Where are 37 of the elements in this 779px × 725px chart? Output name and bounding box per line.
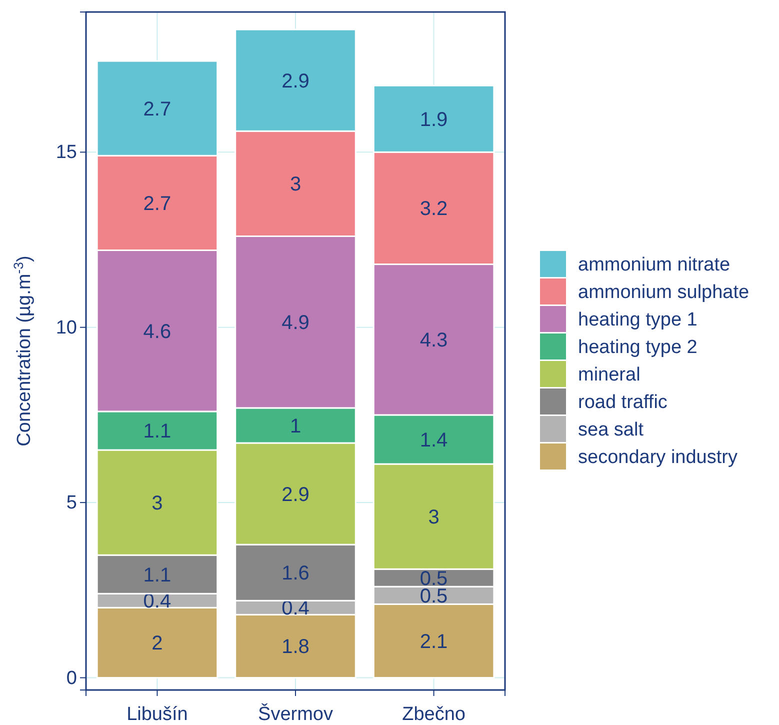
data-label: 1.1 (143, 420, 172, 443)
x-tick-label: Zbečno (402, 704, 466, 725)
data-label: 2 (152, 632, 163, 655)
legend-label: mineral (578, 364, 640, 386)
data-label: 2.9 (282, 484, 310, 506)
data-label: 1.6 (282, 562, 310, 585)
y-tick-label: 5 (66, 492, 77, 514)
data-label: 3 (290, 174, 302, 196)
data-label: 2.1 (420, 630, 448, 653)
x-tick-label: Švermov (258, 702, 334, 725)
data-label: 1.9 (420, 108, 448, 131)
data-label: 1.8 (282, 636, 310, 658)
x-tick-label: Libušín (126, 704, 188, 725)
data-label: 3.2 (420, 198, 448, 220)
data-label: 0.4 (282, 598, 310, 620)
data-label: 4.6 (143, 320, 172, 343)
data-label: 2.7 (143, 98, 172, 120)
data-label: 4.3 (420, 330, 448, 352)
legend-label: road traffic (578, 392, 668, 414)
legend-label: sea salt (578, 420, 644, 441)
data-label: 4.9 (282, 312, 310, 334)
legend-label: ammonium nitrate (578, 254, 730, 276)
legend-label: secondary industry (578, 447, 738, 468)
legend-label: heating type 2 (578, 337, 698, 358)
data-label: 1.4 (420, 429, 448, 452)
y-tick-label: 15 (56, 142, 77, 164)
data-label: 1.1 (143, 564, 172, 586)
data-label: 0.4 (143, 590, 172, 613)
legend-label: ammonium sulphate (578, 282, 750, 304)
legend-label: heating type 1 (578, 310, 698, 331)
y-tick-label: 10 (56, 317, 77, 338)
data-label: 3 (428, 506, 440, 529)
data-label: 2.7 (143, 192, 172, 215)
data-label: 1 (290, 415, 302, 438)
data-label: 3 (152, 492, 163, 515)
y-tick-label: 0 (66, 668, 77, 689)
data-label: 2.9 (282, 70, 310, 92)
